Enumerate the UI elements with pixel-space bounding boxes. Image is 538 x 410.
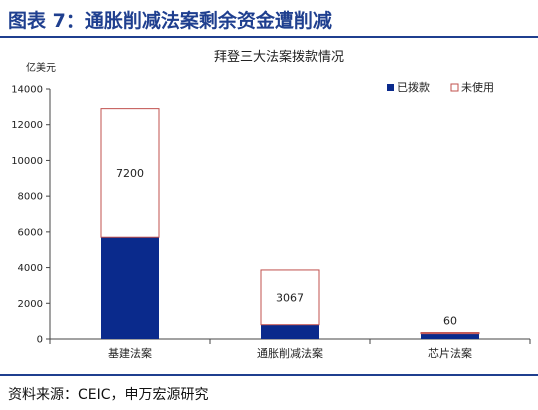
bar-allocated [261,324,319,339]
legend-label: 未使用 [461,81,494,94]
bar-marks [100,108,480,339]
data-label: 3067 [276,291,304,304]
data-labels: 7200 3067 60 [116,167,457,328]
y-tick-label: 8000 [18,192,43,203]
legend: 已拨款 未使用 [387,80,494,94]
legend-swatch-unused [450,83,459,92]
figure-title: 图表 7：通胀削减法案剩余资金遭削减 [8,10,332,32]
header-divider [0,36,538,38]
legend-label: 已拨款 [397,80,430,94]
figure-header: 图表 7：通胀削减法案剩余资金遭削减 [0,0,538,38]
data-label: 60 [443,315,457,328]
legend-swatch-allocated [387,84,394,91]
bar-allocated [421,333,479,339]
x-category-label: 芯片法案 [428,346,472,360]
bar-unused [100,108,160,238]
chart-title: 拜登三大法案拨款情况 [214,50,344,65]
x-category-label: 基建法案 [108,346,152,360]
bar-allocated [101,237,159,339]
y-axis-unit: 亿美元 [26,61,56,74]
y-tick-label: 2000 [18,299,43,310]
y-tick-label: 10000 [11,156,43,167]
y-axis: 0 2000 4000 6000 8000 10000 12000 14000 [11,85,51,346]
bar-unused [420,332,480,335]
footer-divider [0,374,538,376]
y-tick-label: 4000 [18,263,43,274]
x-axis: 基建法案 通胀削减法案 芯片法案 [49,338,531,360]
y-tick-label: 0 [37,335,43,346]
bar-unused [260,269,320,326]
source-note: 资料来源：CEIC，申万宏源研究 [8,387,209,403]
data-label: 7200 [116,167,144,180]
y-tick-label: 14000 [11,85,43,96]
stacked-bar-chart: 拜登三大法案拨款情况 亿美元 已拨款 未使用 0 2000 4000 6000 8000 1… [11,50,531,360]
y-tick-label: 12000 [11,120,43,131]
y-tick-label: 6000 [18,227,43,238]
x-category-label: 通胀削减法案 [257,346,323,360]
